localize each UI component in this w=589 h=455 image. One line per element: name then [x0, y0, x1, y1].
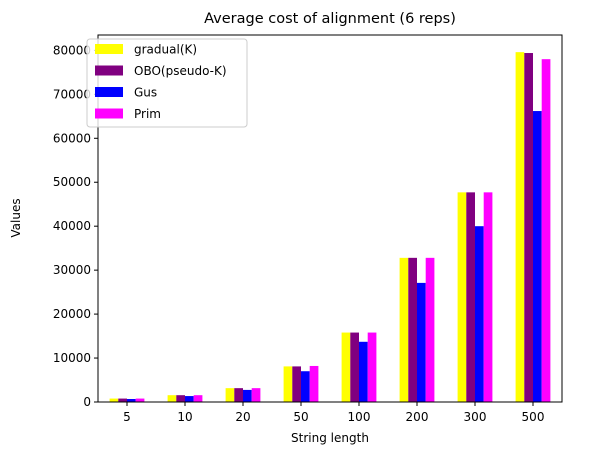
bar-series-1-200 [408, 257, 417, 402]
y-axis: 0 10000 20000 30000 40000 50000 60000 70000 8000… [53, 43, 98, 409]
legend: gradual(K) OBO(pseudo-K) Gus Prim [86, 38, 248, 128]
bar-series-1-300 [466, 192, 475, 402]
legend-label: OBO(pseudo-K) [134, 64, 227, 78]
legend-box [86, 38, 248, 128]
bar-series-2-10 [185, 396, 194, 402]
bar-series-3-5 [135, 398, 145, 402]
bar-series-2-20 [243, 389, 252, 402]
bar-series-1-10 [176, 395, 185, 402]
bar-series-0-5 [109, 398, 119, 402]
bar-series-3-300 [483, 192, 493, 402]
legend-swatch [95, 108, 123, 119]
x-tick-label: 10 [177, 410, 192, 424]
x-tick-label: 5 [123, 410, 131, 424]
bar-series-0-200 [399, 257, 409, 402]
legend-swatch [95, 65, 123, 76]
y-tick-label: 50000 [53, 175, 91, 189]
plot-frame [97, 34, 563, 403]
x-tick-label: 50 [293, 410, 308, 424]
bar-series-2-100 [359, 341, 368, 402]
y-axis-label: Values [9, 198, 23, 237]
legend-swatch [95, 44, 123, 54]
legend-label: Gus [134, 86, 157, 100]
legend-swatch [95, 87, 123, 97]
bar-series-1-50 [292, 366, 301, 402]
bar-series-1-5 [118, 398, 127, 402]
bar-series-0-300 [457, 192, 467, 402]
bar-series-2-300 [475, 226, 484, 402]
bar-series-1-500 [524, 53, 533, 403]
bar-series-3-50 [309, 365, 319, 402]
y-tick-label: 20000 [53, 307, 91, 321]
bar-series-3-100 [367, 332, 377, 402]
bar-series-3-200 [425, 257, 435, 402]
bar-series-0-10 [167, 395, 177, 402]
chart-title: Average cost of alignment (6 reps) [204, 11, 456, 27]
bar-series-2-50 [301, 371, 310, 402]
legend-label: gradual(K) [134, 43, 197, 57]
x-tick-label: 200 [406, 410, 429, 424]
legend-label: Prim [134, 107, 161, 121]
bar-series-0-100 [341, 332, 351, 402]
y-tick-label: 70000 [53, 87, 91, 101]
x-tick-label: 20 [235, 410, 250, 424]
bar-series-3-10 [193, 395, 203, 402]
x-axis-label: String length [291, 431, 369, 445]
bar-series-2-5 [127, 399, 136, 402]
y-tick-label: 60000 [53, 131, 91, 145]
bar-series-2-500 [533, 111, 542, 402]
x-tick-label: 500 [522, 410, 545, 424]
y-tick-label: 30000 [53, 263, 91, 277]
y-tick-label: 0 [83, 395, 91, 409]
bar-series-0-20 [225, 388, 235, 402]
x-axis: 5 10 20 50 100 200 300 500 [123, 402, 544, 424]
bar-series-1-100 [350, 332, 359, 402]
bar-series-3-20 [251, 388, 261, 402]
bar-series-1-20 [234, 388, 243, 402]
y-tick-label: 40000 [53, 219, 91, 233]
y-tick-label: 80000 [53, 43, 91, 57]
bar-series-0-500 [515, 52, 525, 402]
bar-series-2-200 [417, 282, 426, 402]
bar-series-3-500 [541, 59, 551, 403]
x-tick-label: 100 [348, 410, 371, 424]
bars-group [109, 52, 551, 403]
bar-series-0-50 [283, 366, 293, 402]
y-tick-label: 10000 [53, 351, 91, 365]
x-tick-label: 300 [464, 410, 487, 424]
